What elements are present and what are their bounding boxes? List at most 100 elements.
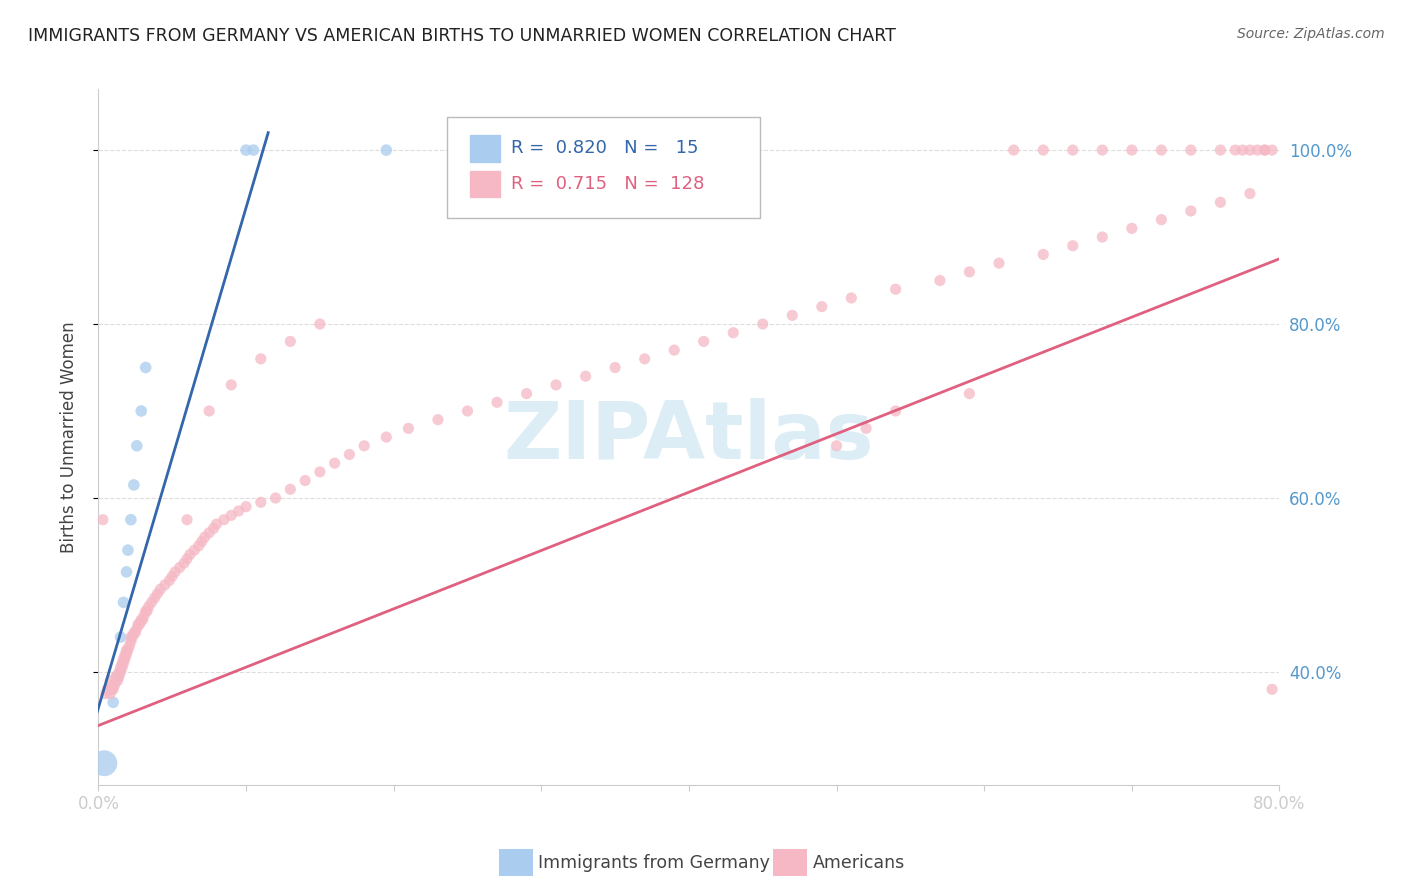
Point xyxy=(1091,143,1114,157)
Point xyxy=(375,430,398,444)
Point xyxy=(221,508,243,523)
Point xyxy=(486,395,509,409)
Point xyxy=(132,613,155,627)
Point xyxy=(664,343,686,357)
Point xyxy=(129,404,152,418)
Point xyxy=(114,652,136,666)
Point xyxy=(782,308,804,322)
Point xyxy=(105,669,128,683)
Point xyxy=(117,643,139,657)
Point xyxy=(187,539,209,553)
Point xyxy=(1150,212,1173,227)
Point xyxy=(107,669,129,683)
Point xyxy=(1032,247,1054,261)
Y-axis label: Births to Unmarried Women: Births to Unmarried Women xyxy=(59,321,77,553)
Point xyxy=(176,513,198,527)
Point xyxy=(162,569,183,583)
Point xyxy=(120,513,142,527)
Text: Immigrants from Germany: Immigrants from Germany xyxy=(538,854,770,871)
Point xyxy=(884,404,907,418)
Point xyxy=(107,673,129,688)
Point xyxy=(112,595,135,609)
Point xyxy=(1246,143,1268,157)
Point xyxy=(136,604,159,618)
Point xyxy=(1121,221,1143,235)
Point xyxy=(235,500,257,514)
Point xyxy=(118,639,141,653)
Point xyxy=(103,682,125,697)
Point xyxy=(810,300,832,314)
Point xyxy=(1261,682,1284,697)
Point xyxy=(121,630,143,644)
Text: Source: ZipAtlas.com: Source: ZipAtlas.com xyxy=(1237,27,1385,41)
Point xyxy=(264,491,287,505)
Point xyxy=(309,465,332,479)
Point xyxy=(103,695,125,709)
Point xyxy=(111,660,134,674)
Point xyxy=(108,669,131,683)
Point xyxy=(114,648,136,662)
Point xyxy=(212,513,235,527)
Point xyxy=(339,447,361,461)
Text: IMMIGRANTS FROM GERMANY VS AMERICAN BIRTHS TO UNMARRIED WOMEN CORRELATION CHART: IMMIGRANTS FROM GERMANY VS AMERICAN BIRT… xyxy=(28,27,896,45)
Point xyxy=(605,360,627,375)
Point xyxy=(107,669,129,683)
Point xyxy=(91,513,114,527)
Point xyxy=(153,578,176,592)
Point xyxy=(122,625,145,640)
Point xyxy=(138,599,160,614)
Point xyxy=(146,587,169,601)
Point xyxy=(135,604,157,618)
Point xyxy=(546,378,568,392)
Point xyxy=(93,756,115,771)
Point xyxy=(94,687,117,701)
Text: ZIPAtlas: ZIPAtlas xyxy=(503,398,875,476)
Point xyxy=(110,660,132,674)
Point xyxy=(194,530,217,544)
Point xyxy=(1239,143,1261,157)
Point xyxy=(124,625,146,640)
Point xyxy=(97,682,120,697)
Point xyxy=(427,412,450,427)
Point xyxy=(959,265,981,279)
Point xyxy=(242,143,264,157)
Point xyxy=(179,548,201,562)
Point xyxy=(1180,203,1202,218)
Point xyxy=(110,665,132,679)
Point xyxy=(122,478,145,492)
Point xyxy=(1232,143,1254,157)
Point xyxy=(120,630,142,644)
Text: R =  0.715   N =  128: R = 0.715 N = 128 xyxy=(510,175,704,193)
Point xyxy=(723,326,745,340)
Point xyxy=(1209,143,1232,157)
Point xyxy=(375,143,398,157)
Point xyxy=(110,630,132,644)
Point xyxy=(1032,143,1054,157)
Point xyxy=(575,369,598,384)
Point xyxy=(183,543,205,558)
Point xyxy=(100,682,122,697)
Point xyxy=(323,456,346,470)
Point xyxy=(1225,143,1247,157)
Point xyxy=(125,439,148,453)
Point xyxy=(134,608,156,623)
Point xyxy=(1180,143,1202,157)
Point xyxy=(1062,143,1084,157)
FancyBboxPatch shape xyxy=(447,117,759,218)
Text: R =  0.820   N =   15: R = 0.820 N = 15 xyxy=(510,139,699,157)
Point xyxy=(108,665,131,679)
Point xyxy=(235,143,257,157)
Point xyxy=(309,317,332,331)
Point xyxy=(1254,143,1277,157)
Point xyxy=(457,404,479,418)
Point xyxy=(111,657,134,671)
Point xyxy=(141,595,163,609)
Point xyxy=(228,504,250,518)
Point xyxy=(104,678,127,692)
Point xyxy=(198,404,221,418)
Point xyxy=(1121,143,1143,157)
Point xyxy=(398,421,420,435)
Point xyxy=(1062,238,1084,252)
Point xyxy=(157,574,180,588)
Point xyxy=(129,613,152,627)
